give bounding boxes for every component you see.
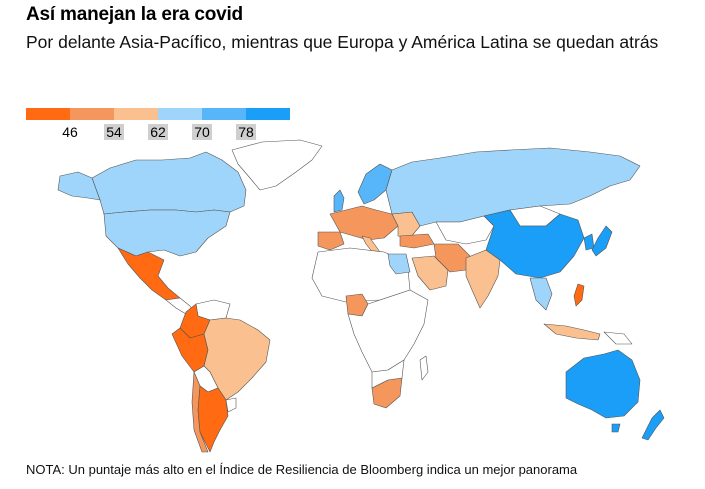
region-southeast-asia [529, 277, 553, 311]
region-saudi-arabia [411, 255, 449, 291]
region-australia [565, 349, 641, 419]
region-usa [103, 209, 231, 257]
region-korea [583, 233, 595, 251]
legend-tick: 54 [104, 124, 124, 140]
region-png [603, 331, 633, 345]
legend-tick: 70 [192, 124, 212, 140]
region-central-asia [435, 215, 495, 245]
region-tasmania [611, 423, 621, 433]
region-uk [333, 189, 345, 213]
legend-tick: 62 [148, 124, 168, 140]
legend-swatch-6 [246, 108, 290, 120]
chart-subtitle: Por delante Asia-Pacífico, mientras que … [26, 32, 659, 52]
region-indonesia [543, 323, 601, 341]
legend-swatch-1 [26, 108, 70, 120]
region-southern-africa-nodata [371, 359, 405, 389]
region-india [465, 249, 501, 309]
region-spain [317, 231, 345, 251]
legend-swatch-3 [114, 108, 158, 120]
color-legend: 46 54 62 70 78 [26, 108, 290, 140]
region-alaska [57, 171, 101, 201]
world-map [57, 139, 665, 453]
region-central-africa [347, 289, 429, 373]
region-madagascar [419, 355, 429, 381]
region-argentina [197, 385, 229, 453]
legend-swatch-2 [70, 108, 114, 120]
footnote: NOTA: Un puntaje más alto en el Índice d… [26, 462, 578, 477]
legend-swatch-5 [202, 108, 246, 120]
legend-bar [26, 108, 290, 120]
legend-tick: 78 [236, 124, 256, 140]
legend-tick: 46 [62, 124, 78, 140]
region-philippines [573, 283, 585, 307]
region-egypt [387, 253, 411, 275]
region-canada [91, 151, 247, 215]
region-russia [385, 147, 641, 227]
region-greenland [231, 139, 323, 191]
legend-swatch-4 [158, 108, 202, 120]
region-china [483, 209, 585, 279]
region-scandinavia [357, 163, 393, 205]
region-turkey [399, 233, 435, 249]
region-new-zealand [641, 409, 665, 441]
region-uruguay [225, 397, 237, 413]
region-japan [591, 225, 613, 257]
region-mexico [117, 247, 181, 301]
chart-title: Así manejan la era covid [26, 4, 243, 25]
